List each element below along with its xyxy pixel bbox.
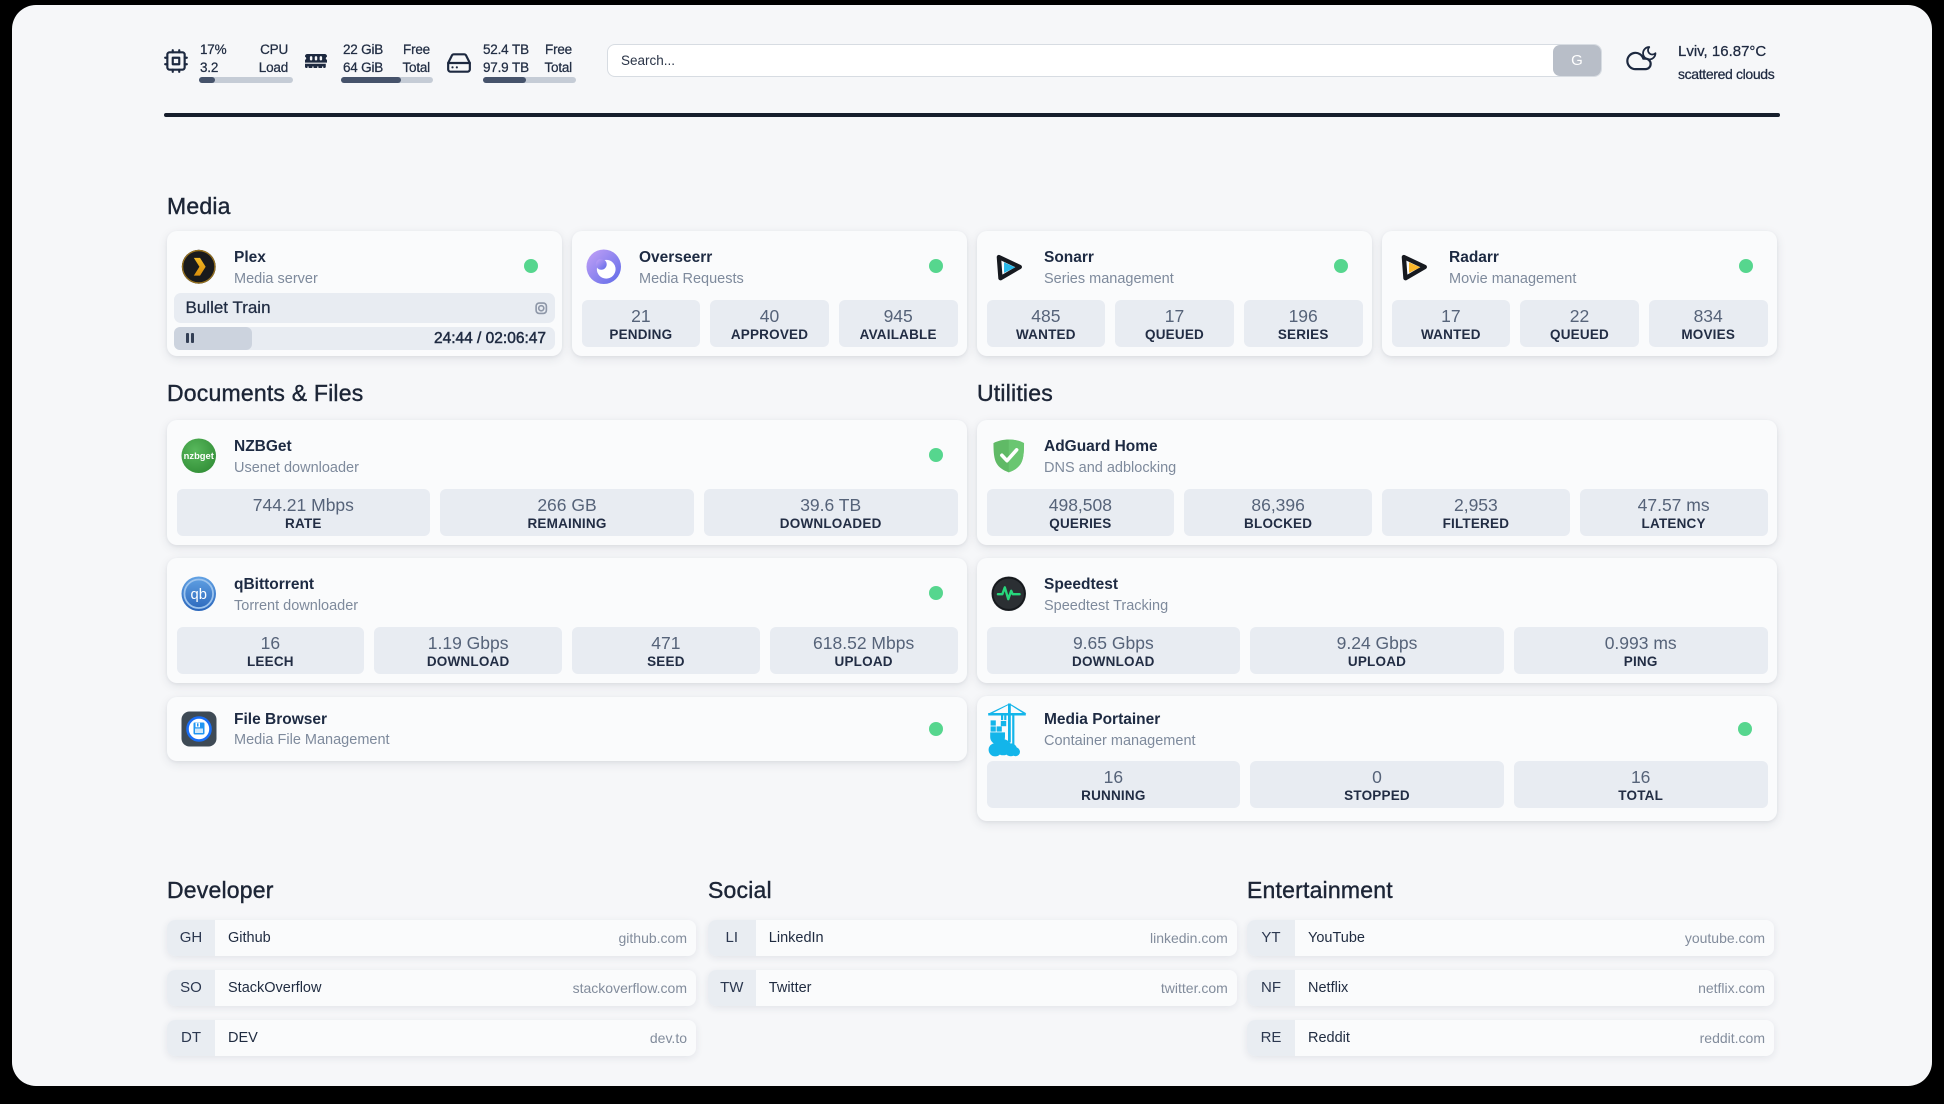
svg-text:nzbget: nzbget [184, 451, 214, 461]
svg-text:qb: qb [191, 587, 207, 603]
